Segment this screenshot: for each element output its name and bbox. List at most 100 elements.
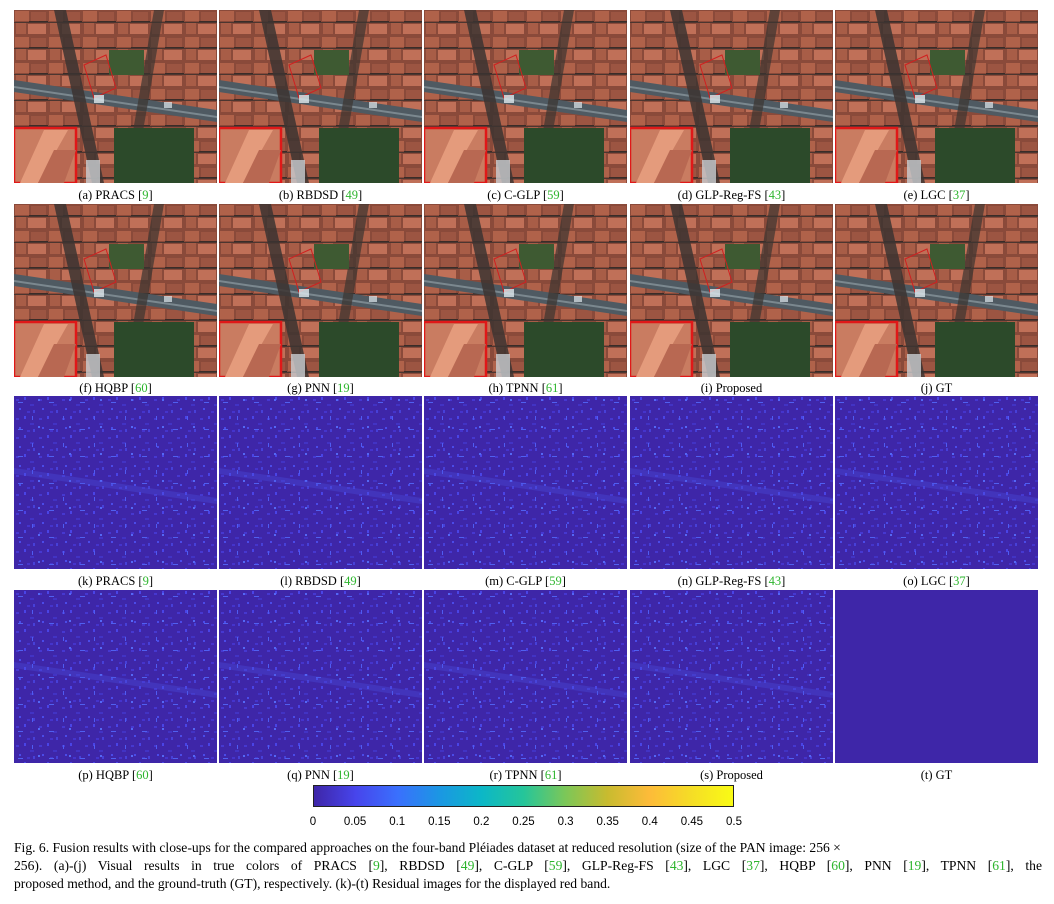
caption-line-1: Fig. 6. Fusion results with close-ups fo… [14, 840, 841, 855]
residual-image [835, 590, 1038, 763]
colorbar-tick-label: 0.35 [596, 816, 619, 828]
residual-image [219, 590, 422, 763]
caption-text: ], PNN [ [844, 858, 908, 873]
subfigure-label: (l) RBDSD [280, 574, 337, 588]
subfigure-label: (n) GLP-Reg-FS [677, 574, 762, 588]
subfigure-caption: (a) PRACS [9] [78, 188, 153, 202]
citation-link[interactable]: 37 [952, 188, 966, 202]
subfigure-caption: (b) RBDSD [49] [278, 188, 363, 202]
caption-text: ], HQBP [ [759, 858, 832, 873]
subfigure-caption: (n) GLP-Reg-FS [43] [677, 574, 786, 588]
subfigure-caption: (i) Proposed [630, 380, 833, 396]
citation-link[interactable]: 19 [907, 858, 922, 873]
subfigure-caption: (p) HQBP [60] [78, 768, 153, 782]
fusion-result-image [630, 204, 833, 377]
figure-caption: Fig. 6. Fusion results with close-ups fo… [14, 839, 1042, 893]
citation-link[interactable]: 37 [953, 574, 966, 588]
subfigure-label: (f) HQBP [79, 381, 128, 395]
citation-link[interactable]: 9 [142, 574, 149, 588]
residual-image [14, 590, 217, 763]
subfigure-caption: (c) C-GLP [59] [487, 188, 564, 202]
caption-text: ], RBDSD [ [379, 858, 461, 873]
subfigure-caption: (e) LGC [37] [903, 188, 970, 202]
citation-link[interactable]: 49 [460, 858, 475, 873]
caption-text: 256). (a)-(j) Visual results in true col… [14, 858, 373, 873]
citation-link[interactable]: 61 [544, 768, 558, 782]
citation-link[interactable]: 59 [547, 188, 560, 202]
fusion-result-image [14, 204, 217, 377]
fusion-result-image [424, 10, 627, 183]
subfigure-caption: (l) RBDSD [49] [280, 574, 361, 588]
citation-link[interactable]: 43 [768, 574, 782, 588]
subfigure-label: (s) Proposed [700, 768, 763, 782]
citation-link[interactable]: 19 [337, 768, 350, 782]
citation-link[interactable]: 43 [669, 858, 684, 873]
colorbar-tick-label: 0.15 [428, 816, 451, 828]
citation-link[interactable]: 59 [549, 574, 562, 588]
caption-text: ], LGC [ [683, 858, 747, 873]
subfigure-label: (b) RBDSD [278, 188, 339, 202]
subfigure-label: (j) GT [920, 381, 953, 395]
colorbar-tick-label: 0.4 [641, 816, 658, 828]
colorbar-tick-label: 0.1 [389, 816, 406, 828]
citation-link[interactable]: 59 [548, 858, 563, 873]
subfigure-caption: (s) Proposed [630, 767, 833, 783]
subfigure-caption: (t) GT [835, 767, 1038, 783]
colorbar-tick-label: 0.3 [557, 816, 574, 828]
residual-image [630, 396, 833, 569]
subfigure-label: (a) PRACS [78, 188, 135, 202]
caption-text: ], TPNN [ [921, 858, 993, 873]
subfigure-caption: (d) GLP-Reg-FS [43] [677, 188, 786, 202]
residual-image [14, 396, 217, 569]
subfigure-caption: (j) GT [835, 380, 1038, 396]
colorbar-tick-label: 0.45 [680, 816, 704, 828]
citation-link[interactable]: 60 [135, 381, 148, 395]
subfigure-label: (t) GT [920, 768, 953, 782]
citation-link[interactable]: 43 [768, 188, 782, 202]
subfigure-label: (r) TPNN [489, 768, 538, 782]
colorbar-tick-label: 0.5 [726, 816, 742, 828]
caption-text: ], C-GLP [ [474, 858, 549, 873]
subfigure-caption: (o) LGC [37] [903, 574, 970, 588]
fusion-result-image [835, 204, 1038, 377]
subfigure-caption: (k) PRACS [9] [77, 574, 154, 588]
subfigure-label: (i) Proposed [700, 381, 763, 395]
citation-link[interactable]: 61 [545, 381, 559, 395]
fusion-result-image [219, 204, 422, 377]
caption-line-3: proposed method, and the ground-truth (G… [14, 876, 611, 891]
fusion-result-image [424, 204, 627, 377]
caption-line-2: 256). (a)-(j) Visual results in true col… [14, 857, 1042, 875]
subfigure-caption: (r) TPNN [61] [489, 768, 562, 782]
subfigure-caption: (g) PNN [19] [287, 381, 354, 395]
citation-link[interactable]: 61 [992, 858, 1006, 873]
fusion-result-image [835, 10, 1038, 183]
citation-link[interactable]: 60 [136, 768, 149, 782]
caption-text: ], the [1005, 858, 1042, 873]
fusion-result-image [630, 10, 833, 183]
residual-image [835, 396, 1038, 569]
citation-link[interactable]: 49 [345, 188, 359, 202]
subfigure-label: (m) C-GLP [485, 574, 542, 588]
colorbar-tick-label: 0 [309, 816, 317, 828]
citation-link[interactable]: 49 [344, 574, 357, 588]
caption-text: ], GLP-Reg-FS [ [562, 858, 670, 873]
subfigure-label: (q) PNN [287, 768, 330, 782]
citation-link[interactable]: 19 [337, 381, 350, 395]
citation-link[interactable]: 37 [746, 858, 760, 873]
residual-image [219, 396, 422, 569]
subfigure-label: (c) C-GLP [487, 188, 540, 202]
citation-link[interactable]: 9 [142, 188, 149, 202]
subfigure-label: (o) LGC [903, 574, 946, 588]
colorbar-tick-label: 0.2 [473, 816, 490, 828]
subfigure-caption: (m) C-GLP [59] [485, 574, 566, 588]
colorbar-tick-label: 0.25 [512, 816, 535, 828]
subfigure-label: (p) HQBP [78, 768, 129, 782]
residual-image [424, 590, 627, 763]
fusion-result-image [14, 10, 217, 183]
citation-link[interactable]: 60 [831, 858, 845, 873]
citation-link[interactable]: 9 [372, 858, 380, 873]
residual-image [424, 396, 627, 569]
colorbar-tick-label: 0.05 [343, 816, 367, 828]
subfigure-label: (k) PRACS [77, 574, 136, 588]
colorbar [313, 785, 734, 807]
